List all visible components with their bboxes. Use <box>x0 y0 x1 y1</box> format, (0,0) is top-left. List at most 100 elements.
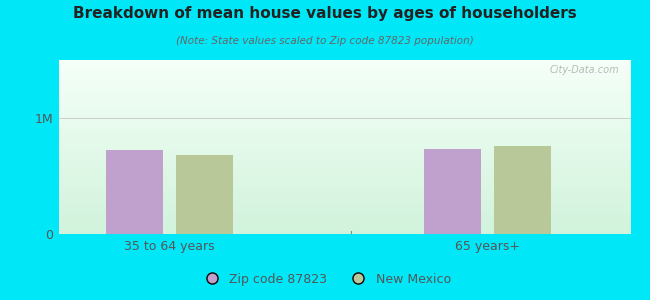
Bar <box>58 154 630 155</box>
Bar <box>58 213 630 214</box>
Text: Breakdown of mean house values by ages of householders: Breakdown of mean house values by ages o… <box>73 6 577 21</box>
Bar <box>58 195 630 196</box>
Bar <box>424 149 481 234</box>
Bar <box>58 178 630 179</box>
Bar <box>58 135 630 136</box>
Bar <box>58 78 630 79</box>
Bar <box>58 89 630 90</box>
Bar <box>58 224 630 225</box>
Bar <box>58 68 630 69</box>
Bar <box>58 65 630 66</box>
Bar <box>58 82 630 83</box>
Bar <box>58 164 630 165</box>
Bar <box>58 162 630 163</box>
Bar <box>58 175 630 176</box>
Bar <box>58 223 630 224</box>
Bar <box>58 137 630 138</box>
Bar <box>58 167 630 168</box>
Bar <box>58 214 630 215</box>
Bar <box>58 134 630 135</box>
Bar <box>58 72 630 73</box>
Bar <box>58 208 630 209</box>
Bar <box>58 75 630 76</box>
Bar <box>58 141 630 142</box>
Bar <box>58 111 630 112</box>
Bar <box>58 153 630 154</box>
Bar <box>58 181 630 182</box>
Bar <box>58 179 630 180</box>
Bar <box>58 206 630 207</box>
Bar <box>58 92 630 93</box>
Bar <box>58 193 630 194</box>
Bar <box>58 113 630 114</box>
Bar <box>58 144 630 145</box>
Bar <box>58 189 630 190</box>
Bar <box>58 192 630 193</box>
Bar <box>58 207 630 208</box>
Bar <box>58 185 630 186</box>
Bar <box>58 211 630 212</box>
Bar <box>58 116 630 117</box>
Bar <box>58 66 630 67</box>
Bar <box>58 229 630 230</box>
Bar <box>58 199 630 200</box>
Bar <box>58 143 630 144</box>
Bar <box>58 84 630 85</box>
Bar <box>58 60 630 61</box>
Bar <box>58 77 630 78</box>
Bar <box>58 197 630 198</box>
Bar <box>58 171 630 172</box>
Bar <box>58 88 630 89</box>
Bar <box>58 155 630 156</box>
Bar <box>58 129 630 130</box>
Bar <box>58 169 630 170</box>
Bar <box>58 104 630 105</box>
Bar <box>58 231 630 232</box>
Bar <box>58 98 630 99</box>
Bar <box>58 219 630 220</box>
Bar <box>58 169 630 170</box>
Bar <box>58 176 630 177</box>
Bar <box>58 74 630 75</box>
Bar <box>58 159 630 160</box>
Bar <box>58 87 630 88</box>
Bar <box>58 102 630 103</box>
Bar <box>58 130 630 131</box>
Bar <box>58 69 630 70</box>
Bar <box>58 160 630 161</box>
Bar <box>58 127 630 128</box>
Bar <box>58 233 630 234</box>
Bar <box>58 142 630 143</box>
Bar <box>58 157 630 158</box>
Bar <box>58 71 630 72</box>
Bar <box>58 196 630 197</box>
Bar <box>58 145 630 146</box>
Bar <box>58 99 630 100</box>
Bar <box>58 187 630 188</box>
Bar <box>58 117 630 118</box>
Bar <box>58 121 630 122</box>
Bar <box>58 97 630 98</box>
Bar <box>58 217 630 218</box>
Bar <box>58 96 630 97</box>
Bar <box>58 91 630 92</box>
Bar <box>58 76 630 77</box>
Bar <box>58 95 630 96</box>
Bar <box>58 201 630 202</box>
Bar <box>58 128 630 129</box>
Bar <box>58 112 630 113</box>
Bar <box>58 140 630 141</box>
Bar <box>58 81 630 82</box>
Bar <box>58 190 630 191</box>
Bar <box>58 147 630 148</box>
Bar <box>58 70 630 71</box>
Bar <box>58 218 630 219</box>
Text: City-Data.com: City-Data.com <box>549 65 619 75</box>
Bar <box>58 108 630 109</box>
Bar <box>58 202 630 203</box>
Bar <box>58 61 630 62</box>
Bar <box>58 90 630 91</box>
Bar <box>58 107 630 108</box>
Bar <box>58 114 630 115</box>
Bar <box>58 183 630 184</box>
